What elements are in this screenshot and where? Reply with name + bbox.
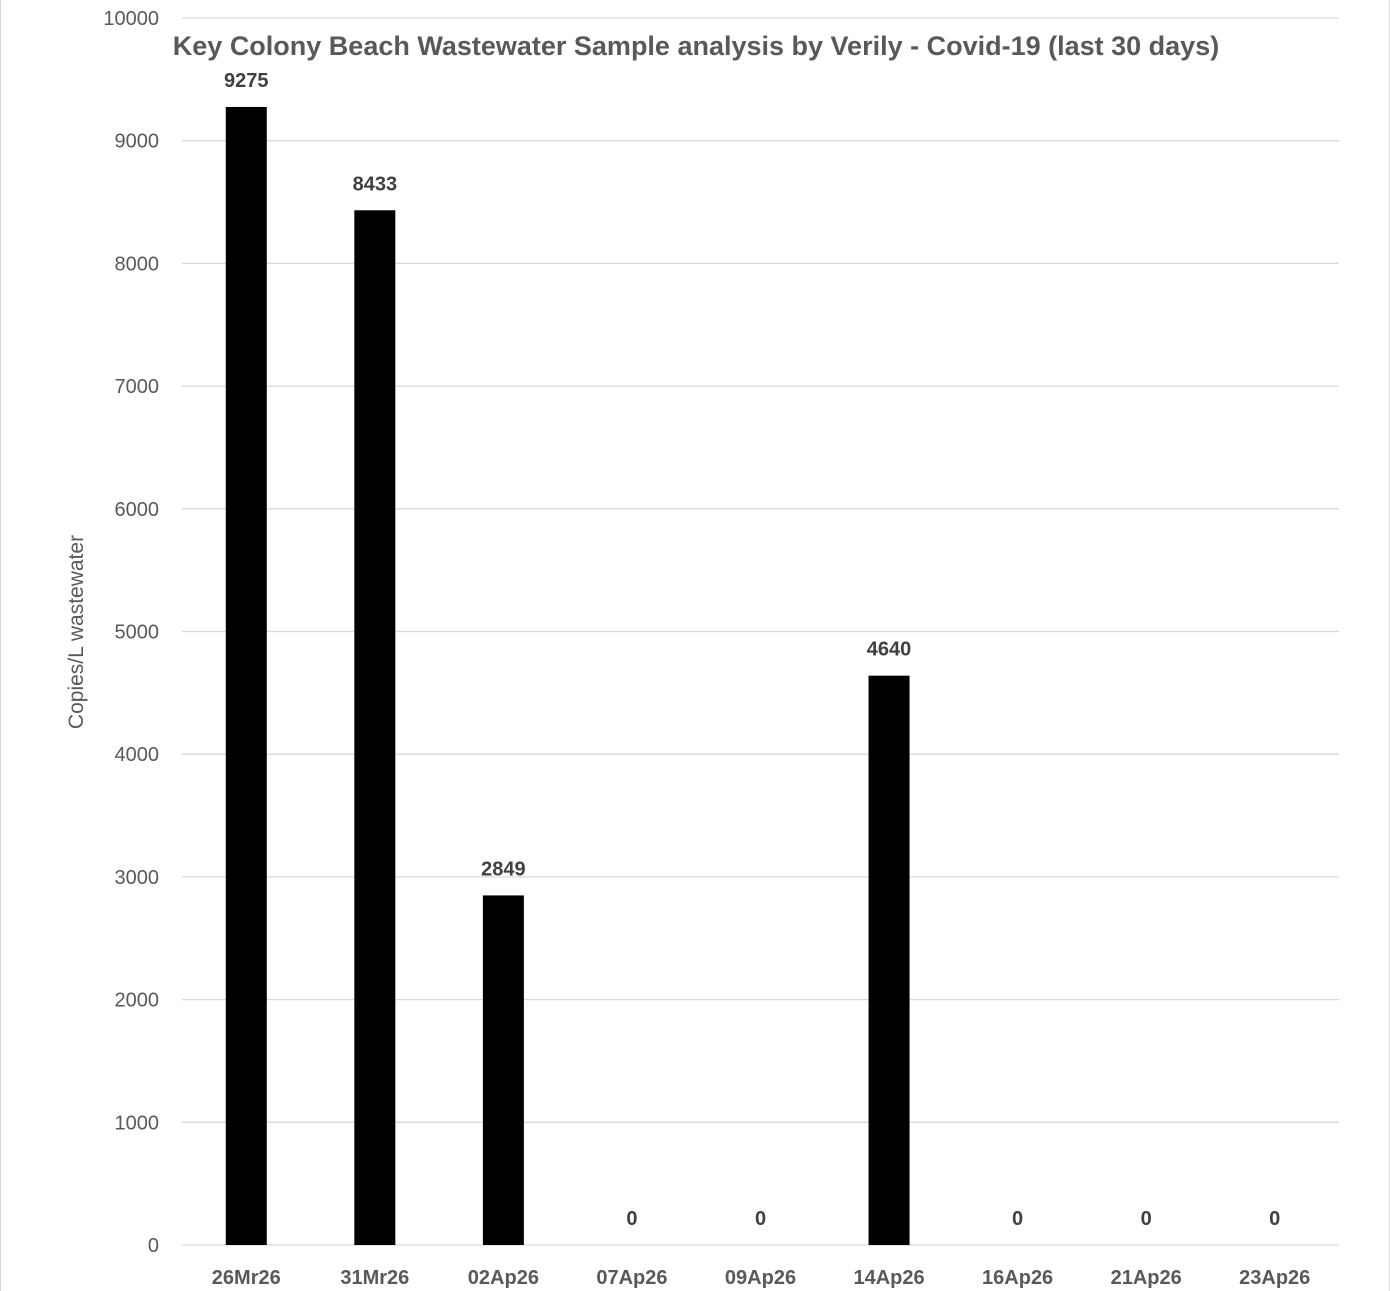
x-tick-label: 26Mr26 [212,1267,281,1289]
data-label: 2849 [481,858,526,880]
data-label: 8433 [353,173,398,195]
y-tick-label: 7000 [115,376,160,398]
y-tick-label: 4000 [115,744,160,766]
y-tick-label: 2000 [115,990,160,1012]
data-label: 4640 [867,639,912,661]
y-tick-label: 8000 [115,253,160,275]
y-tick-label: 10000 [103,8,159,30]
x-tick-label: 09Ap26 [725,1267,796,1289]
data-label: 0 [1269,1208,1280,1230]
y-axis-ticks: 0 1000 2000 3000 4000 5000 6000 7000 8000 9000 100… [103,8,159,1257]
y-tick-label: 3000 [115,867,160,889]
x-tick-label: 31Mr26 [340,1267,409,1289]
data-label: 0 [626,1208,637,1230]
y-tick-label: 6000 [115,499,160,521]
y-tick-label: 0 [148,1235,159,1257]
y-tick-label: 9000 [115,131,160,153]
bar [868,675,910,1245]
y-axis-label: Copies/L wastewater [65,535,88,729]
x-tick-label: 02Ap26 [468,1267,539,1289]
y-tick-label: 5000 [115,622,160,644]
x-tick-label: 21Ap26 [1111,1267,1182,1289]
data-label: 0 [1012,1208,1023,1230]
x-tick-label: 23Ap26 [1239,1267,1310,1289]
bar [225,106,267,1245]
x-tick-label: 16Ap26 [982,1267,1053,1289]
data-label: 0 [755,1208,766,1230]
y-tick-label: 1000 [115,1112,160,1134]
data-labels: 9275 8433 2849 0 0 4640 0 0 0 [224,70,1280,1230]
bars [225,106,910,1246]
x-tick-label: 14Ap26 [853,1267,924,1289]
bar [482,895,524,1245]
x-tick-label: 07Ap26 [596,1267,667,1289]
data-label: 9275 [224,70,269,92]
data-label: 0 [1141,1208,1152,1230]
chart-title: Key Colony Beach Wastewater Sample analy… [173,31,1219,61]
bar [354,210,396,1246]
x-axis-ticks: 26Mr26 31Mr26 02Ap26 07Ap26 09Ap26 14Ap26 16Ap… [212,1267,1310,1289]
